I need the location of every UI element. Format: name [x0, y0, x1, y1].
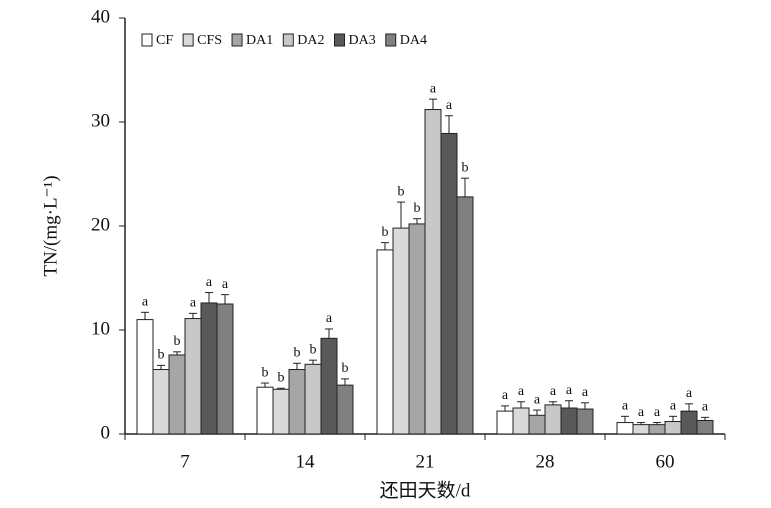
significance-label: b [158, 348, 165, 363]
significance-label: a [702, 400, 709, 415]
bar [392, 227, 410, 435]
y-tick-label: 0 [101, 422, 111, 443]
x-tick-label: 14 [296, 451, 316, 472]
bar [648, 424, 666, 435]
bar [320, 337, 338, 435]
legend-label: DA2 [297, 33, 324, 48]
bar [544, 404, 562, 435]
legend-label: DA1 [246, 33, 273, 48]
legend-swatch [231, 33, 243, 47]
significance-label: a [502, 388, 509, 403]
bar [456, 196, 474, 435]
significance-label: a [446, 98, 453, 113]
bar [288, 369, 306, 435]
bar [152, 369, 170, 435]
bar [168, 354, 186, 435]
bar [440, 132, 458, 435]
significance-label: b [294, 345, 301, 360]
significance-label: b [342, 361, 349, 376]
legend-label: CF [156, 33, 173, 48]
significance-label: a [430, 81, 437, 96]
significance-label: b [278, 370, 285, 385]
significance-label: b [174, 334, 181, 349]
significance-label: a [222, 277, 229, 292]
bar [616, 422, 634, 435]
significance-label: a [206, 275, 213, 290]
bar [408, 223, 426, 435]
legend-swatch [182, 33, 194, 47]
bar [632, 424, 650, 435]
bar [256, 386, 274, 435]
bar [200, 302, 218, 435]
x-tick-label: 21 [416, 451, 435, 472]
legend-label: DA3 [349, 33, 376, 48]
significance-label: a [686, 386, 693, 401]
significance-label: a [518, 384, 525, 399]
bar [424, 109, 442, 435]
significance-label: b [262, 365, 269, 380]
significance-label: b [382, 225, 389, 240]
significance-label: a [582, 385, 589, 400]
x-tick-label: 28 [536, 451, 555, 472]
bar [304, 363, 322, 435]
significance-label: b [310, 342, 317, 357]
bar [512, 407, 530, 435]
bar [528, 414, 546, 435]
significance-label: a [142, 295, 149, 310]
bar [336, 384, 354, 435]
y-tick-label: 10 [91, 318, 110, 339]
bar [576, 408, 594, 435]
significance-label: a [550, 384, 557, 399]
y-tick-label: 40 [91, 6, 110, 27]
bar [184, 318, 202, 435]
bar [136, 319, 154, 435]
bar [216, 303, 234, 435]
x-tick-label: 60 [656, 451, 675, 472]
legend-label: CFS [197, 33, 222, 48]
legend-swatch [141, 33, 153, 47]
significance-label: a [190, 296, 197, 311]
x-tick-label: 7 [180, 451, 190, 472]
legend-swatch [385, 33, 397, 47]
significance-label: a [638, 405, 645, 420]
y-tick-label: 30 [91, 110, 110, 131]
bar [496, 410, 514, 435]
y-axis-label: TN/(mg·L⁻¹) [40, 175, 61, 276]
significance-label: a [622, 399, 629, 414]
bar [560, 407, 578, 435]
bar [272, 388, 290, 435]
significance-label: a [654, 405, 661, 420]
bar [696, 419, 714, 435]
bar [680, 410, 698, 435]
significance-label: a [670, 399, 677, 414]
legend-swatch [282, 33, 294, 47]
significance-label: b [462, 160, 469, 175]
x-axis-label: 还田天数/d [380, 479, 471, 501]
significance-label: b [414, 201, 421, 216]
y-tick-label: 20 [91, 214, 110, 235]
significance-label: a [326, 311, 333, 326]
bar [376, 249, 394, 435]
significance-label: b [398, 184, 405, 199]
significance-label: a [566, 383, 573, 398]
significance-label: a [534, 392, 541, 407]
legend-swatch [334, 33, 346, 47]
bar [664, 421, 682, 435]
legend-label: DA4 [400, 33, 427, 48]
